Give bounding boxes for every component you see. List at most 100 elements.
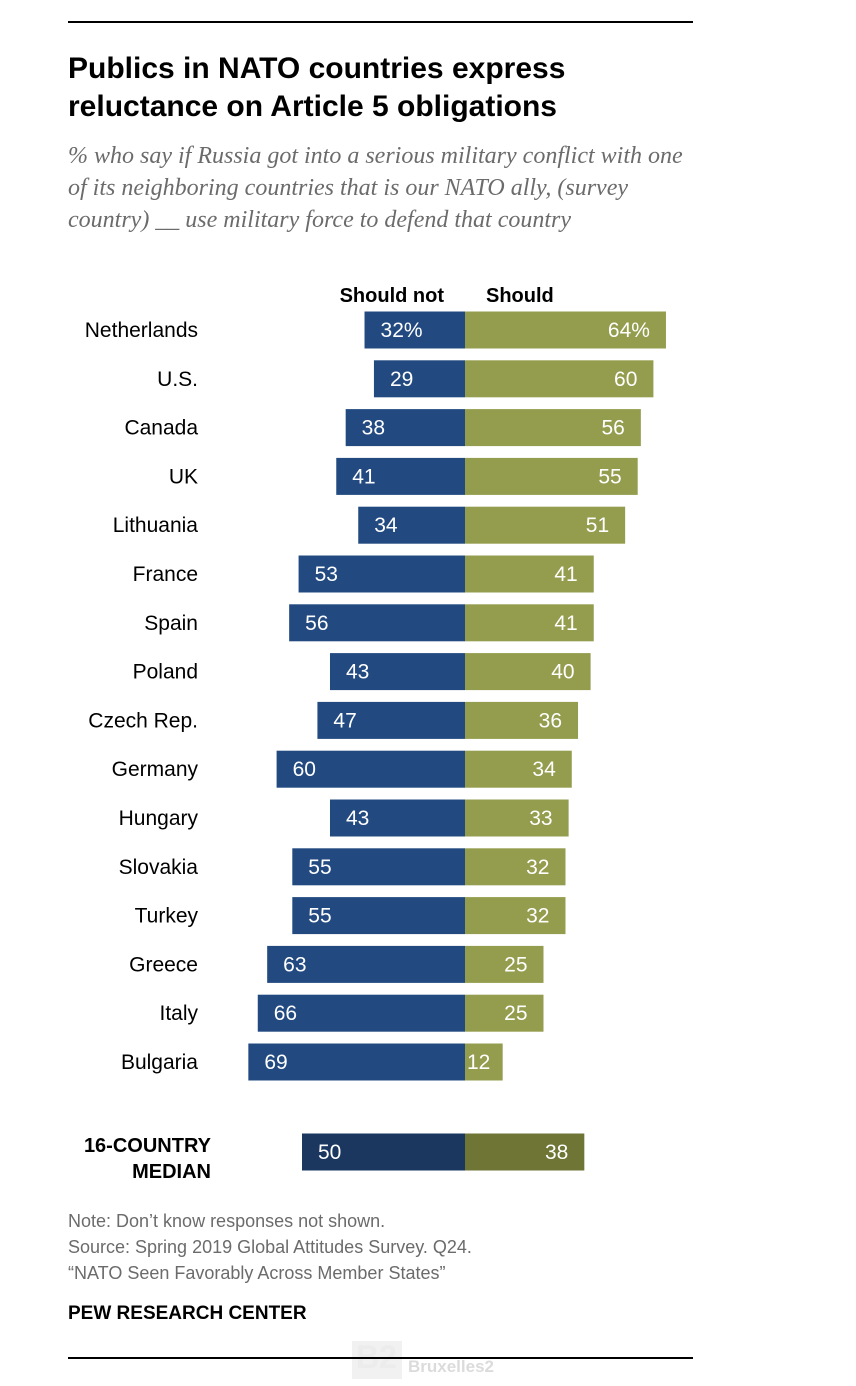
table-row: Italy 66 25 (159, 994, 544, 1032)
bar-should-not-value: 43 (346, 807, 369, 830)
bar-should (465, 897, 566, 935)
bar-should-not-value: 34 (374, 514, 398, 537)
chart-title: Publics in NATO countries express reluct… (68, 52, 566, 123)
bar-should (465, 555, 594, 593)
bar-should-not (257, 994, 465, 1032)
bar-should (465, 994, 544, 1032)
table-row: Czech Rep. 47 36 (88, 701, 579, 739)
bar-should-not-value: 32% (381, 319, 423, 342)
table-row: Canada 38 56 (124, 409, 641, 447)
bar-should (465, 604, 594, 642)
report-title-line: “NATO Seen Favorably Across Member State… (68, 1263, 446, 1283)
median-label-line2: MEDIAN (132, 1161, 211, 1183)
category-label: Bulgaria (121, 1051, 198, 1074)
category-label: Lithuania (113, 514, 199, 537)
bar-should-not-value: 53 (315, 563, 338, 586)
bar-should-value: 12 (467, 1051, 490, 1074)
watermark-text: Bruxelles2 (408, 1357, 494, 1376)
bar-should-value: 41 (554, 612, 577, 635)
bar-should-value: 36 (539, 709, 562, 732)
bar-should-not (292, 848, 465, 886)
table-row: Slovakia 55 32 (119, 848, 566, 886)
bar-should-not-value: 60 (293, 758, 316, 781)
bar-should (465, 653, 591, 691)
median-bar-should (465, 1133, 585, 1171)
bar-should (465, 311, 666, 349)
category-label: France (133, 563, 198, 586)
table-row: Lithuania 34 51 (113, 506, 626, 544)
category-label: Netherlands (85, 319, 198, 342)
table-row: Turkey 55 32 (135, 897, 566, 935)
table-row: U.S. 29 60 (157, 360, 654, 398)
category-label: Poland (133, 661, 198, 684)
bar-should-not (336, 457, 465, 495)
bar-should (465, 409, 641, 447)
bar-should (465, 945, 544, 983)
bar-should (465, 457, 638, 495)
bar-should-value: 32 (526, 905, 549, 928)
category-label: Greece (129, 953, 198, 976)
bar-should-not (298, 555, 465, 593)
bar-should-not (317, 701, 465, 739)
bar-should (465, 701, 579, 739)
bar-should-not-value: 47 (333, 709, 356, 732)
bar-should-not-value: 29 (390, 368, 413, 391)
category-label: Czech Rep. (88, 709, 198, 732)
category-label: U.S. (157, 368, 198, 391)
bar-should-not-value: 69 (264, 1051, 287, 1074)
watermark-logo-box (352, 1341, 402, 1379)
bar-should-value: 25 (504, 953, 527, 976)
category-label: Slovakia (119, 856, 199, 879)
bar-should-not (329, 653, 465, 691)
table-row: Bulgaria 69 12 (121, 1043, 503, 1081)
table-row: Netherlands 32% 64% (85, 311, 666, 349)
legend-should-not: Should not (340, 285, 445, 307)
bar-should-not (329, 799, 465, 837)
bar-should-not-value: 43 (346, 661, 369, 684)
bar-should (465, 750, 572, 788)
category-label: Canada (124, 417, 198, 440)
bar-should-not-value: 55 (308, 856, 331, 879)
bar-should-value: 56 (601, 417, 624, 440)
table-row: France 53 41 (133, 555, 594, 593)
bar-should-value: 51 (586, 514, 609, 537)
bar-should-not-value: 66 (274, 1002, 297, 1025)
median-should-not-value: 50 (318, 1141, 341, 1164)
bar-should-value: 33 (529, 807, 552, 830)
table-row: Greece 63 25 (129, 945, 544, 983)
bar-should-value: 60 (614, 368, 637, 391)
bar-should (465, 1043, 503, 1081)
diverging-bar-chart: Should not Should Netherlands 32% 64% U.S. 2… (84, 285, 666, 1183)
bar-should-value: 32 (526, 856, 549, 879)
top-rule (68, 21, 693, 23)
category-label: UK (169, 465, 198, 488)
category-label: Italy (159, 1002, 198, 1025)
bar-should-not-value: 38 (362, 417, 385, 440)
legend-should: Should (486, 285, 554, 307)
bar-should-not (292, 897, 465, 935)
pew-credit: PEW RESEARCH CENTER (68, 1303, 307, 1324)
bar-should-not (373, 360, 465, 398)
bar-should-not (345, 409, 465, 447)
bar-should-value: 64% (608, 319, 650, 342)
bar-should-not-value: 56 (305, 612, 328, 635)
table-row: Spain 56 41 (144, 604, 594, 642)
bar-should (465, 799, 569, 837)
bar-should-not (358, 506, 465, 544)
bar-should-not-value: 63 (283, 953, 306, 976)
bar-should-not (267, 945, 465, 983)
median-should-value: 38 (545, 1141, 568, 1164)
bar-should (465, 506, 626, 544)
bar-should-value: 25 (504, 1002, 527, 1025)
table-row: Germany 60 34 (112, 750, 572, 788)
bar-should-value: 55 (598, 465, 621, 488)
bar-should-not (289, 604, 465, 642)
note-line: Note: Don’t know responses not shown. (68, 1211, 386, 1231)
bruxelles2-watermark: B2 Bruxelles2 (352, 1337, 512, 1383)
bar-should (465, 848, 566, 886)
category-label: Spain (144, 612, 198, 635)
chart-rows: Netherlands 32% 64% U.S. 29 60 Canada 38 56 UK 41 5… (85, 311, 666, 1081)
bar-should-not (248, 1043, 465, 1081)
bar-should-not-value: 41 (352, 465, 375, 488)
median-bar-should-not (302, 1133, 465, 1171)
